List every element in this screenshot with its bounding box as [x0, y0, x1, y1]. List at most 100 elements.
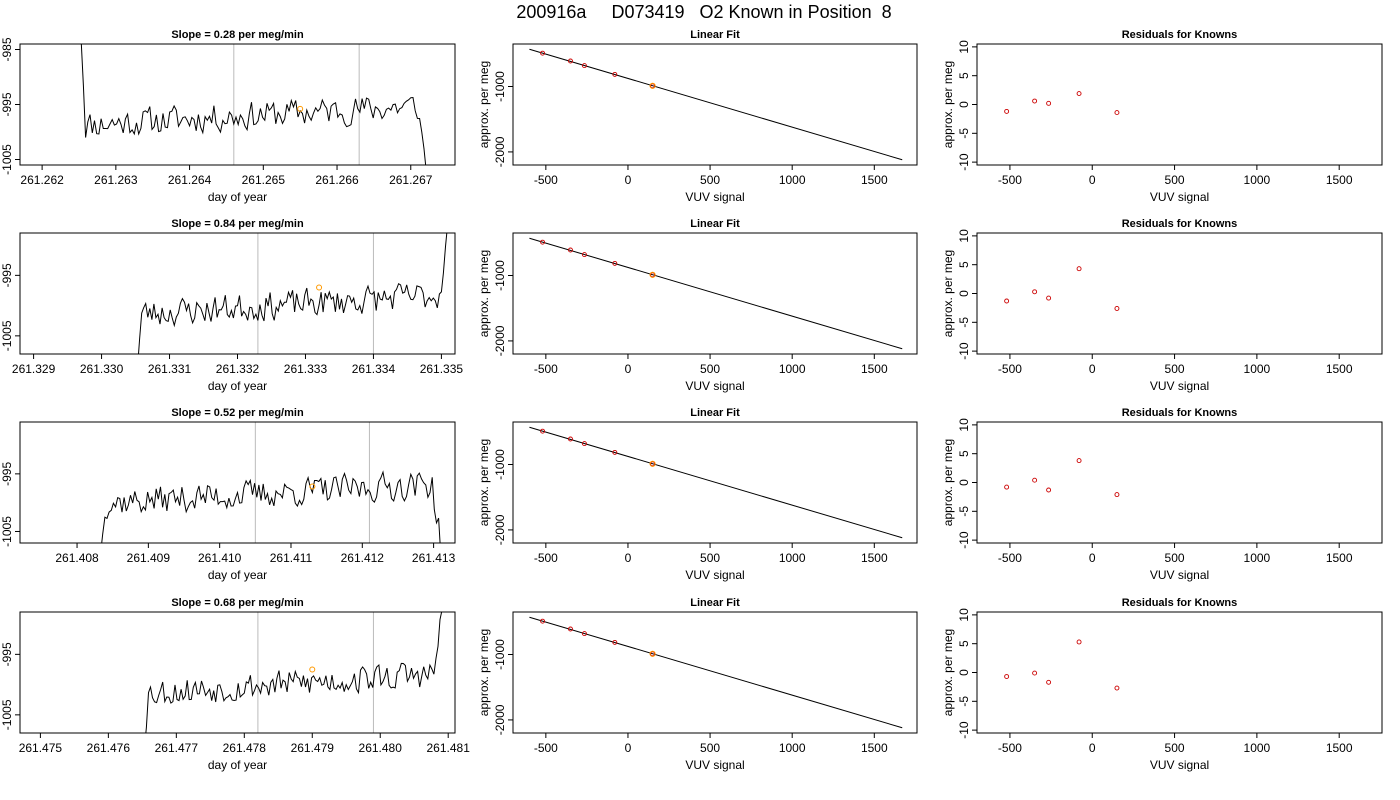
- known-point: [650, 461, 656, 467]
- y-tick-label: 5: [957, 261, 971, 268]
- x-tick-label: 261.477: [155, 741, 199, 755]
- y-tick-label: -2000: [493, 325, 507, 356]
- y-tick-label: 0: [957, 479, 971, 486]
- y-tick-label: -10: [957, 342, 971, 360]
- panel-title: Residuals for Knowns: [1122, 29, 1238, 41]
- x-tick-label: 261.481: [427, 741, 471, 755]
- y-tick-label: -1000: [493, 71, 507, 102]
- plot-area: [80, 44, 427, 165]
- y-tick-label: 5: [957, 640, 971, 647]
- plot-frame: [976, 611, 1383, 734]
- x-tick-label: 261.265: [242, 173, 286, 187]
- y-axis-label: approx. per meg: [941, 250, 955, 337]
- y-tick-label: -1005: [0, 516, 14, 547]
- panel-4-3: Residuals for Knowns -500 0 500 1000 1500 -10 -…: [941, 597, 1383, 772]
- x-tick-label: 1000: [779, 741, 806, 755]
- plot-area: [1004, 266, 1120, 311]
- x-tick-label: -500: [534, 741, 558, 755]
- plot-frame: [512, 232, 918, 355]
- x-tick-label: 0: [1089, 551, 1096, 565]
- trace-line: [80, 44, 427, 165]
- panel-1-2: Linear Fit -500 0 500 1000 1500 -1000 -2000 VUV …: [477, 29, 918, 204]
- panel-title: Residuals for Knowns: [1122, 218, 1238, 230]
- known-point: [568, 436, 573, 442]
- y-tick-label: -995: [0, 642, 14, 666]
- y-tick-label: -985: [0, 37, 14, 61]
- known-point: [540, 618, 546, 624]
- y-axis-label: approx. per meg: [477, 629, 491, 716]
- y-tick-label: -5: [957, 128, 971, 139]
- unknown-marker: [309, 666, 316, 673]
- plot-frame: [512, 421, 918, 544]
- y-tick-label: 5: [957, 450, 971, 457]
- known-point: [581, 252, 587, 258]
- known-point: [1046, 295, 1052, 301]
- panel-title: Linear Fit: [690, 407, 740, 419]
- x-tick-label: 0: [1089, 173, 1096, 187]
- x-tick-label: 500: [1165, 741, 1185, 755]
- y-tick-label: 10: [957, 229, 971, 243]
- y-tick-label: -5: [957, 506, 971, 517]
- x-axis-label: VUV signal: [685, 568, 744, 582]
- panel-4-2: Linear Fit -500 0 500 1000 1500 -1000 -2000 VUV …: [477, 597, 918, 772]
- x-tick-label: 1500: [861, 362, 888, 376]
- x-tick-label: 1000: [1244, 741, 1271, 755]
- x-tick-label: 261.476: [87, 741, 131, 755]
- x-tick-label: 1000: [779, 362, 806, 376]
- known-point: [612, 260, 618, 266]
- panel-1-1: Slope = 0.28 per meg/min 261.262 261.263 26…: [0, 29, 456, 204]
- known-point: [1046, 679, 1052, 685]
- x-tick-label: 261.329: [12, 362, 56, 376]
- x-axis-label: day of year: [208, 568, 267, 582]
- plot-frame: [512, 611, 918, 734]
- x-tick-label: 261.267: [389, 173, 433, 187]
- x-axis-label: VUV signal: [1150, 758, 1209, 772]
- y-tick-label: 10: [957, 418, 971, 432]
- known-point: [612, 449, 618, 455]
- known-point: [1046, 487, 1052, 493]
- x-axis-label: VUV signal: [685, 758, 744, 772]
- known-point: [650, 83, 656, 89]
- fit-line: [529, 616, 903, 729]
- unknown-marker: [297, 105, 304, 112]
- panel-2-2: Linear Fit -500 0 500 1000 1500 -1000 -2000 VUV …: [477, 218, 918, 393]
- x-tick-label: 500: [1165, 173, 1185, 187]
- known-point: [540, 239, 546, 245]
- y-axis-label: approx. per meg: [941, 629, 955, 716]
- x-axis-label: VUV signal: [685, 379, 744, 393]
- y-tick-label: 0: [957, 101, 971, 108]
- known-point: [1004, 674, 1010, 679]
- x-tick-label: 261.335: [420, 362, 464, 376]
- y-tick-label: -5: [957, 317, 971, 328]
- plot-area: [1004, 91, 1120, 116]
- panel-title: Linear Fit: [690, 597, 740, 609]
- plot-area: [145, 612, 443, 733]
- y-tick-label: -2000: [493, 514, 507, 545]
- y-tick-label: 10: [957, 608, 971, 622]
- y-tick-label: -5: [957, 696, 971, 707]
- panel-2-3: Residuals for Knowns -500 0 500 1000 1500 -10 -…: [941, 218, 1383, 393]
- x-tick-label: 261.408: [55, 551, 99, 565]
- y-tick-label: 5: [957, 72, 971, 79]
- plot-frame: [19, 421, 456, 544]
- y-tick-label: 0: [957, 290, 971, 297]
- x-tick-label: 261.264: [168, 173, 212, 187]
- x-tick-label: 1000: [1244, 173, 1271, 187]
- y-tick-label: -2000: [493, 136, 507, 167]
- unknown-point: [649, 650, 656, 657]
- x-tick-label: 261.266: [315, 173, 359, 187]
- x-tick-label: 500: [700, 551, 720, 565]
- plot-area: [529, 48, 903, 161]
- known-point: [1114, 492, 1120, 498]
- known-point: [581, 441, 587, 447]
- y-tick-label: 10: [957, 40, 971, 54]
- x-tick-label: -500: [534, 362, 558, 376]
- known-point: [1046, 100, 1052, 106]
- y-tick-label: 0: [957, 669, 971, 676]
- y-tick-label: -10: [957, 153, 971, 171]
- unknown-marker: [309, 483, 316, 490]
- x-tick-label: 261.334: [352, 362, 396, 376]
- y-tick-label: -1000: [493, 449, 507, 480]
- panel-title: Residuals for Knowns: [1122, 407, 1238, 419]
